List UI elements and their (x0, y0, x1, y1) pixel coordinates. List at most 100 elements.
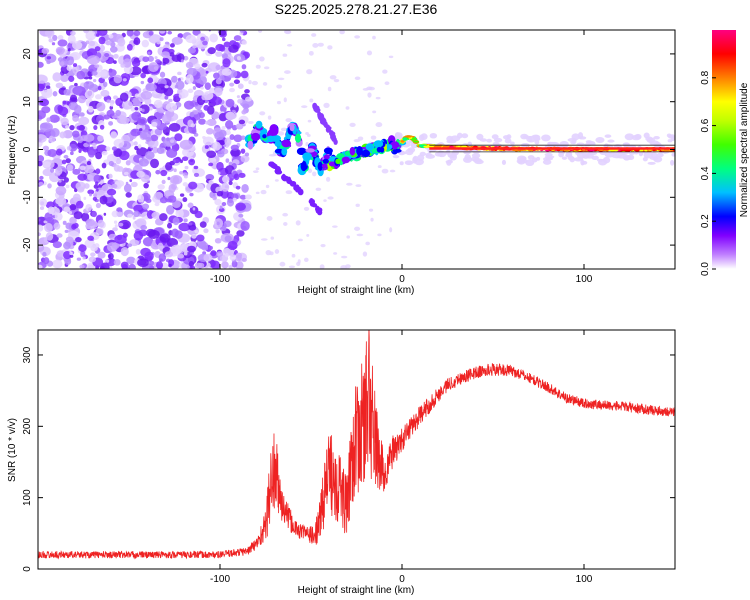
speckle-blob (106, 153, 118, 163)
speckle-blob (218, 219, 222, 223)
speckle-blob (159, 196, 168, 204)
speckle-blob (222, 58, 231, 68)
speckle-blob (236, 95, 241, 99)
speckle-blob (185, 74, 194, 84)
speckle-blob (384, 81, 390, 86)
speckle-blob (252, 170, 259, 174)
speckle-blob (225, 98, 235, 108)
speckle-blob (233, 79, 240, 85)
streak-blob (309, 200, 316, 207)
speckle-blob (46, 117, 51, 123)
carrier-blob (402, 137, 408, 141)
speckle-blob (296, 261, 301, 266)
speckle-blob (105, 146, 111, 152)
speckle-blob (133, 141, 138, 146)
speckle-blob (110, 131, 118, 139)
speckle-blob (172, 217, 180, 226)
speckle-blob (97, 30, 108, 36)
carrier-halo-blob (471, 152, 481, 159)
speckle-blob (38, 218, 41, 222)
speckle-blob (39, 198, 48, 207)
speckle-blob (307, 168, 313, 174)
speckle-blob (216, 251, 224, 257)
speckle-blob (41, 47, 50, 54)
speckle-blob (109, 102, 114, 107)
speckle-blob (196, 239, 207, 249)
colorbar-tick-label: 0.6 (700, 118, 711, 132)
speckle-blob (110, 41, 116, 48)
speckle-blob (280, 127, 288, 132)
speckle-blob (150, 158, 160, 169)
speckle-blob (48, 38, 54, 43)
speckle-blob (354, 226, 361, 231)
speckle-blob (237, 98, 243, 104)
speckle-blob (286, 44, 293, 47)
speckle-blob (78, 149, 82, 153)
speckle-blob (183, 175, 188, 179)
speckle-blob (44, 212, 53, 222)
speckle-blob (142, 236, 154, 247)
speckle-blob (79, 112, 85, 117)
speckle-blob (136, 147, 148, 157)
speckle-blob (119, 92, 129, 102)
speckle-blob (99, 266, 105, 269)
speckle-blob (327, 45, 333, 50)
carrier-blob (373, 140, 384, 148)
colorbar-tick-label: 0.2 (700, 214, 711, 228)
streak-blob (329, 130, 334, 137)
speckle-blob (241, 109, 247, 115)
speckle-blob (182, 182, 188, 187)
speckle-blob (288, 265, 296, 269)
carrier-halo-blob (647, 161, 656, 165)
carrier-blob (361, 149, 371, 158)
speckle-blob (77, 95, 87, 104)
speckle-blob (120, 63, 126, 68)
speckle-blob (372, 110, 377, 114)
speckle-blob (118, 143, 124, 148)
speckle-blob (38, 264, 43, 269)
speckle-blob (49, 114, 60, 123)
colorbar-ticks: 0.0 0.2 0.4 0.6 0.8 (700, 70, 716, 276)
speckle-blob (198, 75, 207, 85)
carrier-halo-blob (585, 153, 594, 159)
speckle-blob (362, 87, 369, 91)
speckle-blob (52, 72, 62, 82)
carrier-blob (302, 152, 313, 161)
speckle-blob (315, 187, 322, 191)
carrier-halo-blob (670, 159, 675, 166)
speckle-blob (244, 152, 250, 157)
speckle-blob (46, 56, 52, 60)
speckle-blob (82, 147, 89, 153)
streak-blob (297, 189, 303, 195)
speckle-blob (327, 86, 332, 92)
speckle-blob (166, 205, 175, 215)
carrier-blob (322, 158, 329, 164)
speckle-blob (55, 148, 63, 156)
speckle-blob (144, 251, 154, 261)
carrier-blob (379, 146, 385, 153)
speckle-blob (368, 86, 375, 91)
speckle-blob (154, 56, 158, 60)
speckle-blob (47, 35, 52, 39)
speckle-blob (192, 44, 198, 49)
speckle-blob (92, 196, 98, 201)
speckle-blob (187, 47, 196, 54)
speckle-blob (188, 181, 198, 190)
carrier-blob (341, 156, 351, 164)
speckle-blob (111, 183, 118, 189)
speckle-blob (106, 242, 118, 252)
speckle-blob (214, 131, 225, 141)
speckle-blob (217, 144, 223, 149)
carrier-halo-blob (486, 138, 492, 143)
speckle-blob (100, 89, 110, 97)
speckle-blob (137, 258, 149, 268)
speckle-blob (171, 228, 179, 238)
speckle-blob (229, 87, 236, 93)
speckle-blob (181, 156, 189, 162)
speckle-blob (205, 70, 209, 74)
speckle-blob (278, 77, 285, 81)
speckle-blob (76, 257, 82, 261)
speckle-blob (93, 125, 98, 131)
speckle-blob (95, 181, 99, 186)
